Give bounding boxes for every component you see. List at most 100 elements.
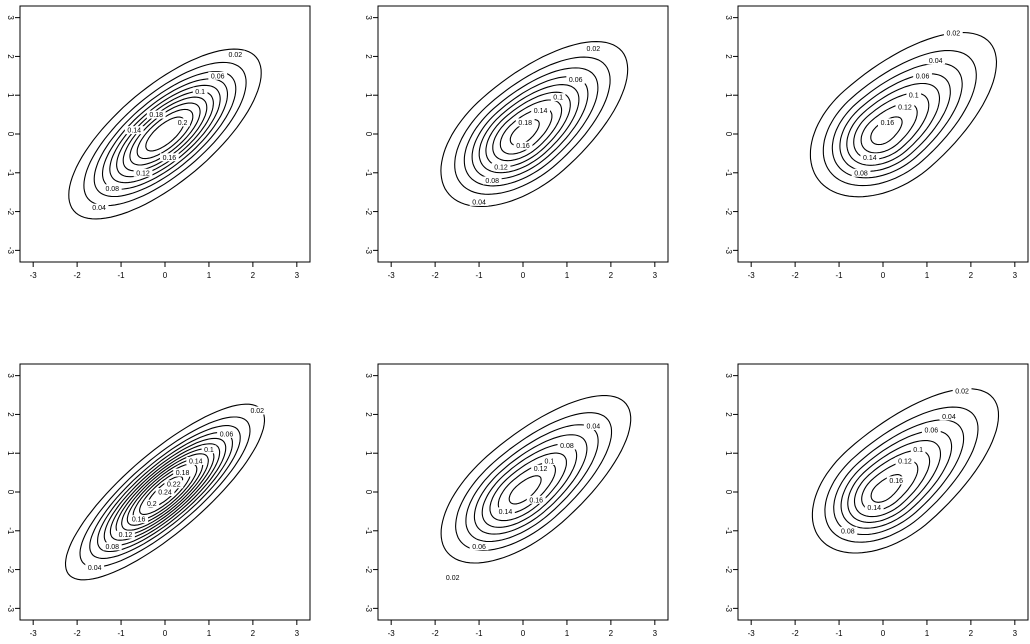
- y-tick-label: 1: [364, 93, 373, 98]
- plot-frame: [737, 363, 1029, 621]
- contour-label-bg: [155, 488, 175, 496]
- contour-label: 0.04: [92, 205, 106, 212]
- y-tick-label: 3: [364, 373, 373, 378]
- contour-label-bg: [89, 203, 109, 212]
- y-tick-label: 1: [6, 451, 15, 456]
- contour-label: 0.02: [955, 389, 969, 396]
- plot-frame: [377, 5, 669, 263]
- x-tick-label: -1: [835, 629, 843, 638]
- contour-label: 0.08: [105, 544, 119, 551]
- contour-level-0_02: [440, 41, 629, 208]
- contour-label: 0.18: [176, 470, 190, 477]
- x-tick-label: -3: [30, 271, 38, 280]
- plot-frame: [737, 5, 1029, 263]
- y-tick-label: 1: [6, 93, 15, 98]
- y-tick-label: 0: [6, 132, 15, 137]
- contour-label-bg: [192, 87, 208, 96]
- y-tick-label: -1: [6, 169, 15, 177]
- y-tick-label: 2: [724, 412, 733, 417]
- x-tick-label: 3: [1013, 271, 1018, 280]
- contour-label: 0.06: [925, 427, 939, 434]
- y-tick-label: -3: [6, 605, 15, 613]
- contour-level-0_14: [860, 102, 918, 154]
- panel-2: 0.02 0.04 0.06 0.08 0.1 0.12 0.14 0.16 0.18 -3 -2 -…: [364, 5, 669, 280]
- contour-level-0_1: [847, 440, 942, 523]
- y-tick-label: -2: [724, 208, 733, 216]
- contour-label: 0.1: [553, 95, 563, 102]
- panel-4: 0.020.040.060.080.10.120.140.160.180.20.…: [6, 363, 311, 638]
- y-tick-label: 0: [6, 490, 15, 495]
- contour-label: 0.04: [942, 414, 956, 421]
- contour-label-bg: [175, 118, 190, 127]
- contour-label: 0.14: [127, 128, 141, 135]
- contour-label-bg: [201, 445, 217, 454]
- contour-label-bg: [557, 441, 577, 450]
- y-tick-label: 1: [724, 93, 733, 98]
- contour-label: 0.14: [863, 155, 877, 162]
- panel-6: 0.02 0.040.06 0.08 0.10.12 0.14 0.16 -3 -2 -1 0 1 2…: [724, 363, 1029, 638]
- x-tick-label: -3: [30, 629, 38, 638]
- contour-label: 0.1: [913, 447, 923, 454]
- contour-label: 0.02: [946, 31, 960, 38]
- contour-level-0_04: [79, 416, 251, 568]
- contour-label-bg: [531, 464, 550, 473]
- contour-lines: 0.02 0.04 0.06 0.08 0.1 0.12 0.14 0.16 0.18: [440, 41, 629, 208]
- contour-level-0_08: [473, 434, 588, 535]
- contour-label: 0.16: [163, 155, 177, 162]
- contour-level-0_16: [129, 102, 201, 166]
- contour-label-bg: [102, 184, 122, 193]
- x-tick-label: 1: [207, 629, 212, 638]
- contour-level-0_08: [840, 430, 953, 529]
- y-tick-label: 0: [724, 490, 733, 495]
- contour-label: 0.14: [189, 458, 203, 465]
- contour-level-0_18: [136, 108, 194, 160]
- y-tick-label: -2: [724, 566, 733, 574]
- contour-label-bg: [469, 542, 489, 551]
- contour-level-0_02: [64, 403, 266, 581]
- contour-label-bg: [116, 530, 135, 539]
- contour-label: 0.06: [569, 77, 583, 84]
- x-tick-label: -1: [835, 271, 843, 280]
- contour-label-bg: [124, 126, 144, 135]
- y-tick-label: -1: [364, 527, 373, 535]
- x-tick-label: -2: [792, 629, 800, 638]
- contour-label: 0.04: [88, 565, 102, 572]
- contour-label-bg: [531, 106, 550, 115]
- contour-level-0_14: [122, 96, 208, 172]
- contour-lines: 0.02 0.04 0.06 0.08 0.10.12 0.14 0.16: [440, 395, 632, 582]
- x-tick-label: 3: [653, 271, 658, 280]
- contour-level-0_08: [101, 78, 229, 190]
- contour-label: 0.08: [560, 443, 574, 450]
- contour-label-bg: [217, 429, 236, 438]
- contour-level-0_1: [109, 84, 221, 184]
- x-tick-label: 2: [251, 271, 256, 280]
- contour-label: 0.08: [485, 178, 499, 185]
- contour-label-bg: [443, 573, 463, 582]
- contour-label-bg: [583, 422, 603, 431]
- contour-level-0_02: [809, 31, 998, 198]
- contour-label-bg: [913, 71, 932, 80]
- contour-level-0_12: [485, 91, 571, 168]
- contour-label: 0.02: [250, 408, 264, 415]
- contour-label: 0.2: [178, 120, 188, 127]
- contour-label-bg: [526, 495, 546, 504]
- contour-level-0_08: [471, 76, 589, 180]
- contour-label: 0.18: [518, 120, 532, 127]
- y-tick-label: -1: [724, 527, 733, 535]
- y-tick-label: -2: [6, 208, 15, 216]
- contour-level-0_16: [508, 475, 542, 505]
- contour-label-bg: [208, 71, 228, 80]
- contour-level-0_12: [853, 449, 931, 518]
- x-tick-label: -3: [388, 271, 396, 280]
- panel-5: 0.02 0.04 0.06 0.08 0.10.12 0.14 0.16 -3 -2 -1 0 1 2…: [364, 363, 669, 638]
- contour-level-0_04: [454, 56, 611, 195]
- contour-label-bg: [943, 29, 963, 38]
- contour-level-0_1: [478, 84, 580, 174]
- contour-level-0_14: [492, 99, 563, 162]
- contour-level-0_12: [489, 452, 567, 522]
- contour-level-0_12: [116, 90, 214, 178]
- x-tick-label: 2: [609, 271, 614, 280]
- contour-label-bg: [513, 141, 533, 150]
- contour-lines: 0.020.040.060.080.10.120.140.160.180.20.…: [64, 403, 267, 581]
